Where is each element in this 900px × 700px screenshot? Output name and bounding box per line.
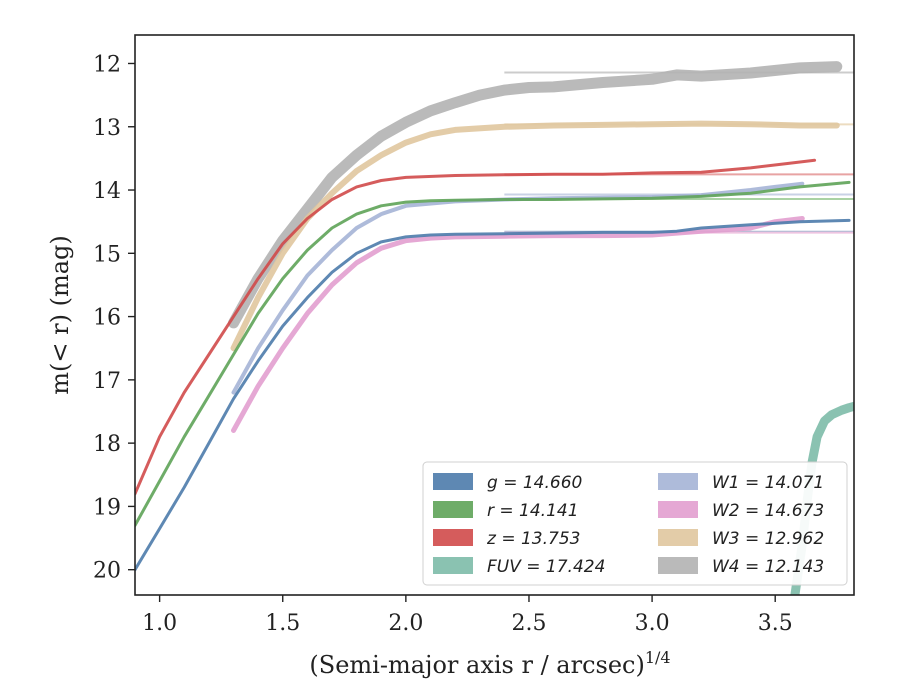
y-tick-label: 20 bbox=[93, 559, 121, 584]
x-tick-label: 3.0 bbox=[635, 611, 670, 636]
y-tick-label: 15 bbox=[93, 242, 121, 267]
legend-label-w1: W1 = 14.071 bbox=[712, 473, 824, 493]
plot-frame bbox=[134, 34, 855, 596]
series-line-w4 bbox=[228, 61, 843, 329]
y-tick-label: 17 bbox=[93, 369, 121, 394]
x-axis-label: (Semi-major axis r / arcsec)1/4 bbox=[309, 648, 670, 679]
legend-label-w3: W3 = 12.962 bbox=[712, 529, 824, 549]
legend-label-fuv: FUV = 17.424 bbox=[487, 557, 605, 577]
x-tick-label: 1.0 bbox=[142, 611, 177, 636]
y-tick-label: 19 bbox=[93, 495, 121, 520]
series-line-w2 bbox=[231, 216, 805, 433]
y-tick-label: 12 bbox=[93, 52, 121, 77]
legend-swatch-w3 bbox=[658, 529, 698, 546]
legend-label-w4: W4 = 12.143 bbox=[712, 557, 824, 577]
y-axis-label: m(< r) (mag) bbox=[46, 235, 74, 394]
series-lines bbox=[135, 61, 854, 595]
y-tick-label: 18 bbox=[93, 432, 121, 457]
y-tick-label: 16 bbox=[93, 306, 121, 331]
legend-swatch-w2 bbox=[658, 501, 698, 518]
x-tick-label: 2.0 bbox=[388, 611, 423, 636]
legend-label-w2: W2 = 14.673 bbox=[712, 501, 824, 521]
x-tick-label: 1.5 bbox=[265, 611, 300, 636]
legend-label-z: z = 13.753 bbox=[486, 529, 580, 549]
legend-swatch-r bbox=[433, 501, 473, 518]
legend: g = 14.660 r = 14.141 z = 13.753 FUV = 17.4… bbox=[422, 461, 848, 586]
x-axis-label-exponent: 1/4 bbox=[645, 648, 671, 667]
series-line-g bbox=[135, 218, 851, 572]
x-tick-label: 2.5 bbox=[511, 611, 546, 636]
x-axis-ticks: 1.0 1.5 2.0 2.5 3.0 3.5 bbox=[142, 595, 793, 636]
legend-label-g: g = 14.660 bbox=[487, 473, 582, 493]
legend-swatch-w4 bbox=[658, 557, 698, 574]
legend-label-r: r = 14.141 bbox=[487, 501, 579, 521]
legend-swatch-fuv bbox=[433, 557, 473, 574]
y-axis-ticks: 12 13 14 15 16 17 18 19 20 bbox=[93, 52, 135, 584]
legend-box bbox=[422, 461, 848, 586]
x-axis-label-main: (Semi-major axis r / arcsec) bbox=[309, 651, 644, 679]
series-line-z bbox=[135, 158, 817, 496]
series-line-r bbox=[135, 180, 851, 527]
y-tick-label: 14 bbox=[93, 179, 121, 204]
legend-swatch-g bbox=[433, 473, 473, 490]
y-tick-label: 13 bbox=[93, 116, 121, 141]
legend-swatch-z bbox=[433, 529, 473, 546]
legend-swatch-w1 bbox=[658, 473, 698, 490]
x-tick-label: 3.5 bbox=[758, 611, 793, 636]
